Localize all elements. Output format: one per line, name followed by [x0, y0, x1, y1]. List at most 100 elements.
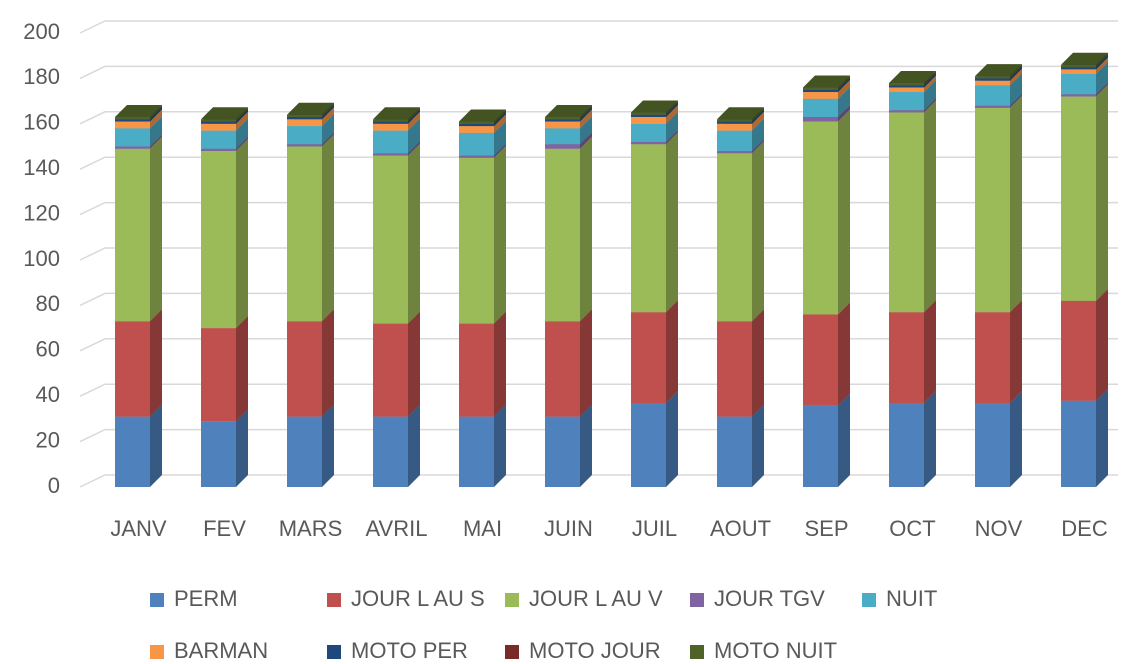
y-tick-label: 140 — [23, 155, 60, 180]
legend-label: PERM — [174, 586, 238, 611]
grid-line — [79, 292, 1118, 307]
bar-segment — [717, 416, 752, 487]
bar-side — [322, 107, 334, 127]
bar-segment — [545, 321, 580, 417]
bar-segment — [803, 405, 838, 487]
bar-segment — [373, 121, 408, 124]
bar-side — [494, 120, 506, 156]
bar-segment — [803, 92, 838, 99]
bar-segment — [1061, 96, 1096, 301]
bar-side — [666, 300, 678, 404]
legend-label: JOUR L AU V — [529, 586, 663, 611]
legend-label: JOUR TGV — [714, 586, 825, 611]
bar-side — [838, 104, 850, 122]
bar-top — [1061, 52, 1108, 65]
legend-label: BARMAN — [174, 638, 268, 663]
bar-segment — [803, 98, 838, 117]
bar-side — [322, 114, 334, 145]
bar-side — [494, 311, 506, 417]
bar-segment — [201, 121, 236, 124]
bar-segment — [631, 312, 666, 404]
x-tick-label: NOV — [975, 516, 1023, 541]
bar-segment — [459, 123, 494, 127]
bar-segment — [631, 112, 666, 115]
bar-segment — [287, 321, 322, 417]
bar-side — [408, 141, 420, 156]
bar-side — [150, 104, 162, 120]
bar-side — [494, 145, 506, 324]
bar-side — [1010, 66, 1022, 81]
bar-side — [838, 86, 850, 117]
bar-side — [236, 118, 248, 149]
bar-segment — [717, 321, 752, 417]
grid-line — [79, 20, 1118, 34]
bar-side — [666, 102, 678, 117]
x-tick-label: AOUT — [710, 516, 771, 541]
bar-side — [150, 309, 162, 417]
bar-segment — [545, 128, 580, 145]
bar-segment — [631, 141, 666, 145]
bar-segment — [889, 112, 924, 313]
bar-segment — [975, 105, 1010, 108]
bar-side — [1096, 52, 1108, 68]
bar-side — [924, 98, 936, 113]
legend-swatch — [505, 645, 519, 659]
bar-segment — [1061, 94, 1096, 97]
bar-segment — [717, 130, 752, 152]
bar-segment — [287, 416, 322, 487]
y-tick-label: 200 — [23, 19, 60, 44]
bar-segment — [287, 146, 322, 322]
bar-segment — [631, 116, 666, 124]
bar-segment — [889, 87, 924, 93]
x-tick-label: JUIN — [544, 516, 593, 541]
bar-side — [408, 109, 420, 124]
bar-side — [924, 100, 936, 313]
bar-segment — [459, 155, 494, 158]
bar-segment — [717, 123, 752, 131]
bar-segment — [803, 314, 838, 406]
y-tick-label: 180 — [23, 64, 60, 89]
bar-side — [322, 404, 334, 487]
y-tick-label: 40 — [36, 382, 60, 407]
bar-top — [975, 64, 1022, 77]
bar-segment — [459, 132, 494, 156]
bar-segment — [459, 323, 494, 417]
bar-segment — [545, 116, 580, 120]
x-tick-label: MARS — [279, 516, 343, 541]
grid-line — [79, 474, 1118, 488]
bar-side — [1096, 84, 1108, 301]
bar-segment — [975, 107, 1010, 313]
legend-swatch — [862, 593, 876, 607]
bar-top — [631, 100, 678, 113]
bar-segment — [1061, 300, 1096, 401]
bar-side — [752, 111, 764, 131]
bar-segment — [1061, 73, 1096, 95]
grid-line — [79, 247, 1118, 261]
y-tick-label: 20 — [36, 427, 60, 452]
bar-segment — [1061, 400, 1096, 487]
bar-side — [580, 136, 592, 322]
bar-side — [752, 107, 764, 122]
bar-side — [838, 109, 850, 315]
bar-side — [1010, 68, 1022, 86]
bar-side — [1096, 288, 1108, 401]
bar-segment — [201, 130, 236, 149]
bar-segment — [373, 119, 408, 122]
bar-side — [1010, 300, 1022, 404]
bar-side — [666, 111, 678, 142]
bar-side — [1096, 61, 1108, 95]
bar-segment — [287, 126, 322, 145]
grid-line — [79, 201, 1118, 216]
bar-side — [666, 132, 678, 313]
bar-side — [322, 102, 334, 117]
bar-side — [236, 139, 248, 329]
bar-segment — [545, 144, 580, 149]
bar-segment — [1061, 64, 1096, 68]
bar-top — [717, 107, 764, 120]
bar-segment — [975, 312, 1010, 404]
bar-segment — [717, 151, 752, 154]
legend-swatch — [327, 645, 341, 659]
legend-label: NUIT — [886, 586, 937, 611]
bar-segment — [287, 114, 322, 117]
